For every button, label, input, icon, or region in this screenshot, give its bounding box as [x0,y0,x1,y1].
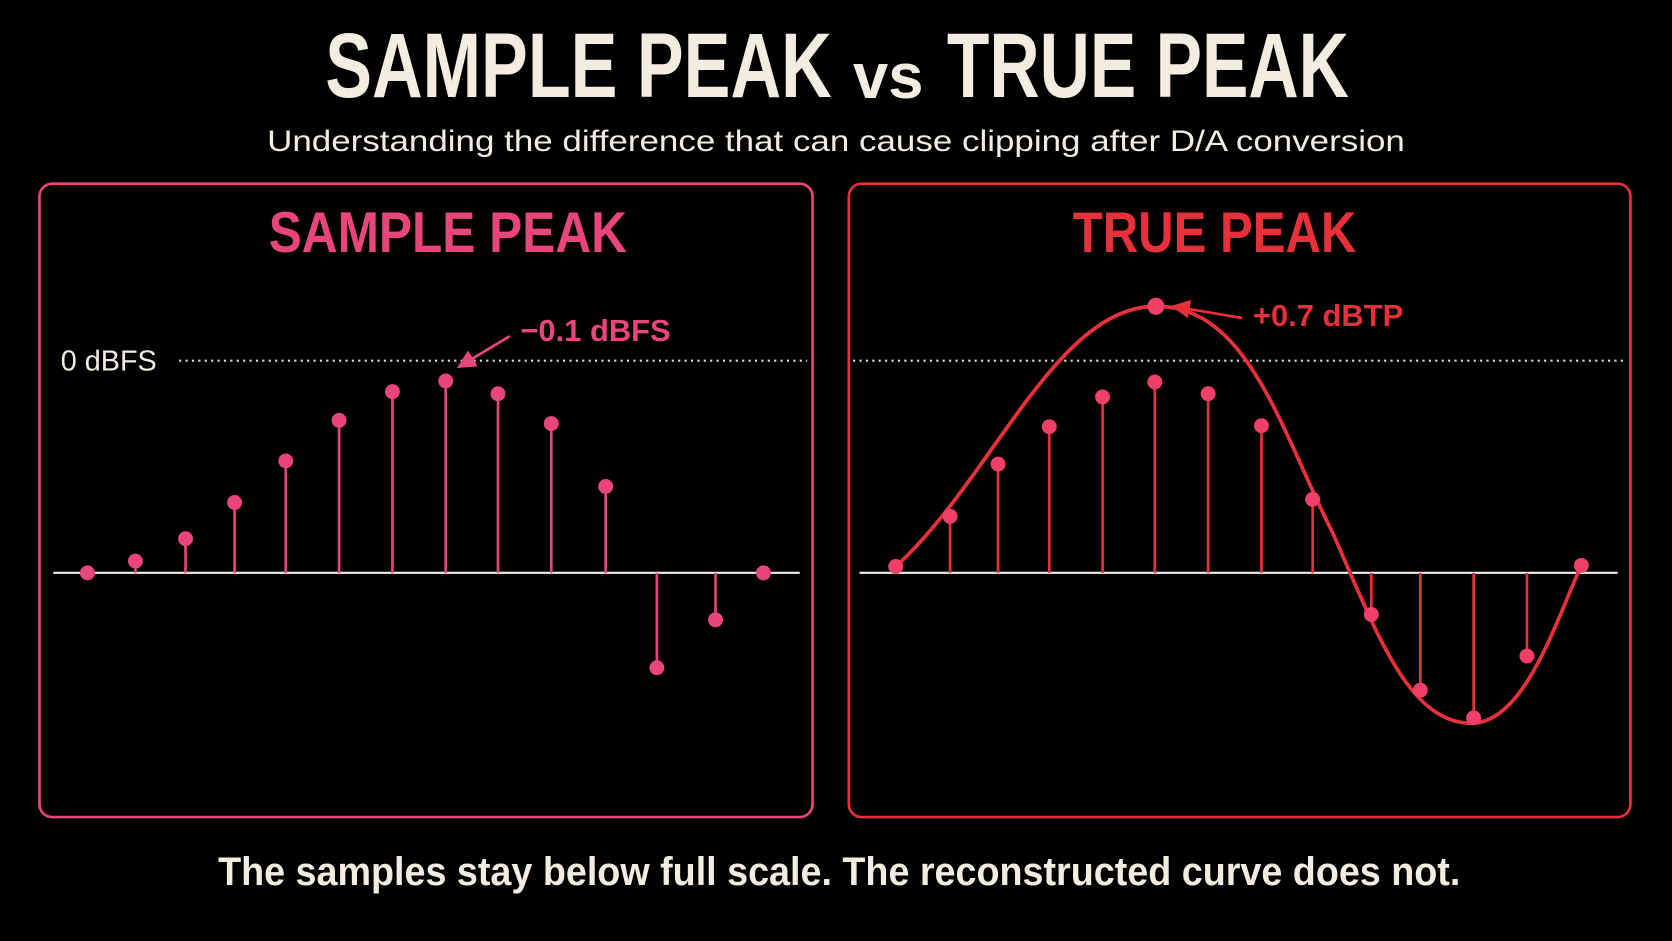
reference-label: 0 dBFS [61,345,157,377]
sample-peak-panel: SAMPLE PEAK 0 dBFS −0.1 dBFS [38,182,814,819]
annotation-arrow [456,335,511,369]
sample-stems [79,373,771,676]
annotation-arrow [1171,299,1243,320]
sample-dots [888,297,1589,726]
sample-stems [948,381,1529,718]
title-left: SAMPLE PEAK [325,15,832,117]
panel-title: SAMPLE PEAK [269,201,628,265]
panel-title: TRUE PEAK [1073,201,1357,265]
annotation: −0.1 dBFS [520,313,670,348]
title-right: TRUE PEAK [947,15,1349,117]
reconstructed-curve [894,304,1584,726]
annotation: +0.7 dBTP [1253,298,1403,333]
panel-frame [38,182,814,819]
footer: The samples stay below full scale. The r… [218,850,1460,894]
subtitle: Understanding the difference that can ca… [267,125,1405,158]
title-middle: vs [853,40,923,112]
true-peak-panel: TRUE PEAK +0.7 dBTP [847,182,1632,819]
panel-frame [847,182,1632,819]
